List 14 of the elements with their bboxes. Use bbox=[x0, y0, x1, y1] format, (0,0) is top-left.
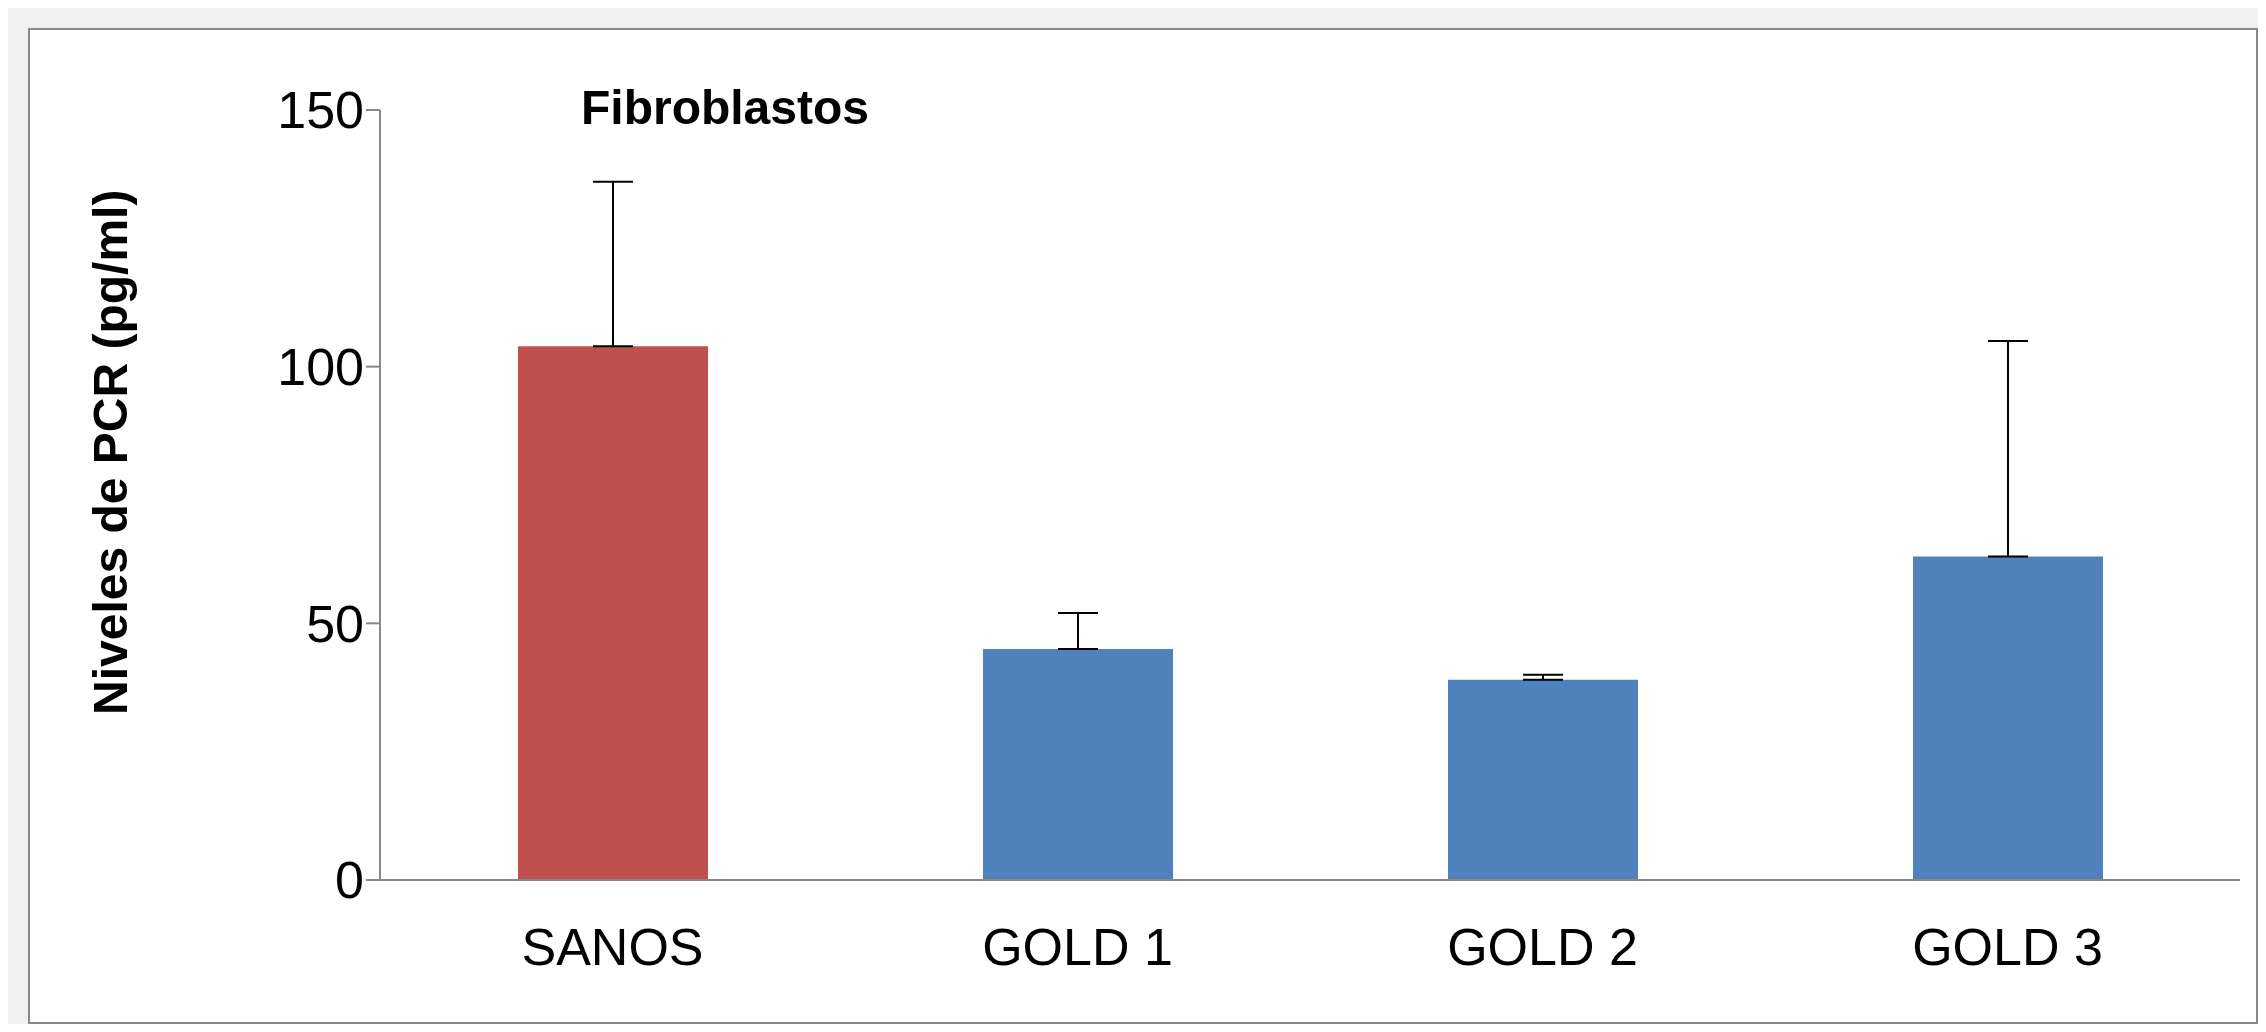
x-tick-label: SANOS bbox=[521, 917, 704, 976]
bar bbox=[983, 649, 1173, 880]
x-tick-label: GOLD 2 bbox=[1447, 917, 1638, 976]
y-axis-title: Niveles de PCR (pg/ml) bbox=[84, 189, 138, 715]
chart-title: Fibroblastos bbox=[580, 81, 870, 134]
x-tick-label: GOLD 3 bbox=[1912, 917, 2103, 976]
y-tick-label: 50 bbox=[306, 594, 364, 653]
x-tick-label: GOLD 1 bbox=[982, 917, 1173, 976]
bar bbox=[1913, 556, 2103, 880]
y-tick-label: 100 bbox=[277, 338, 364, 397]
y-tick-label: 150 bbox=[277, 81, 364, 140]
y-tick-label: 0 bbox=[335, 851, 364, 910]
bar bbox=[518, 346, 708, 880]
bar bbox=[1448, 679, 1638, 880]
